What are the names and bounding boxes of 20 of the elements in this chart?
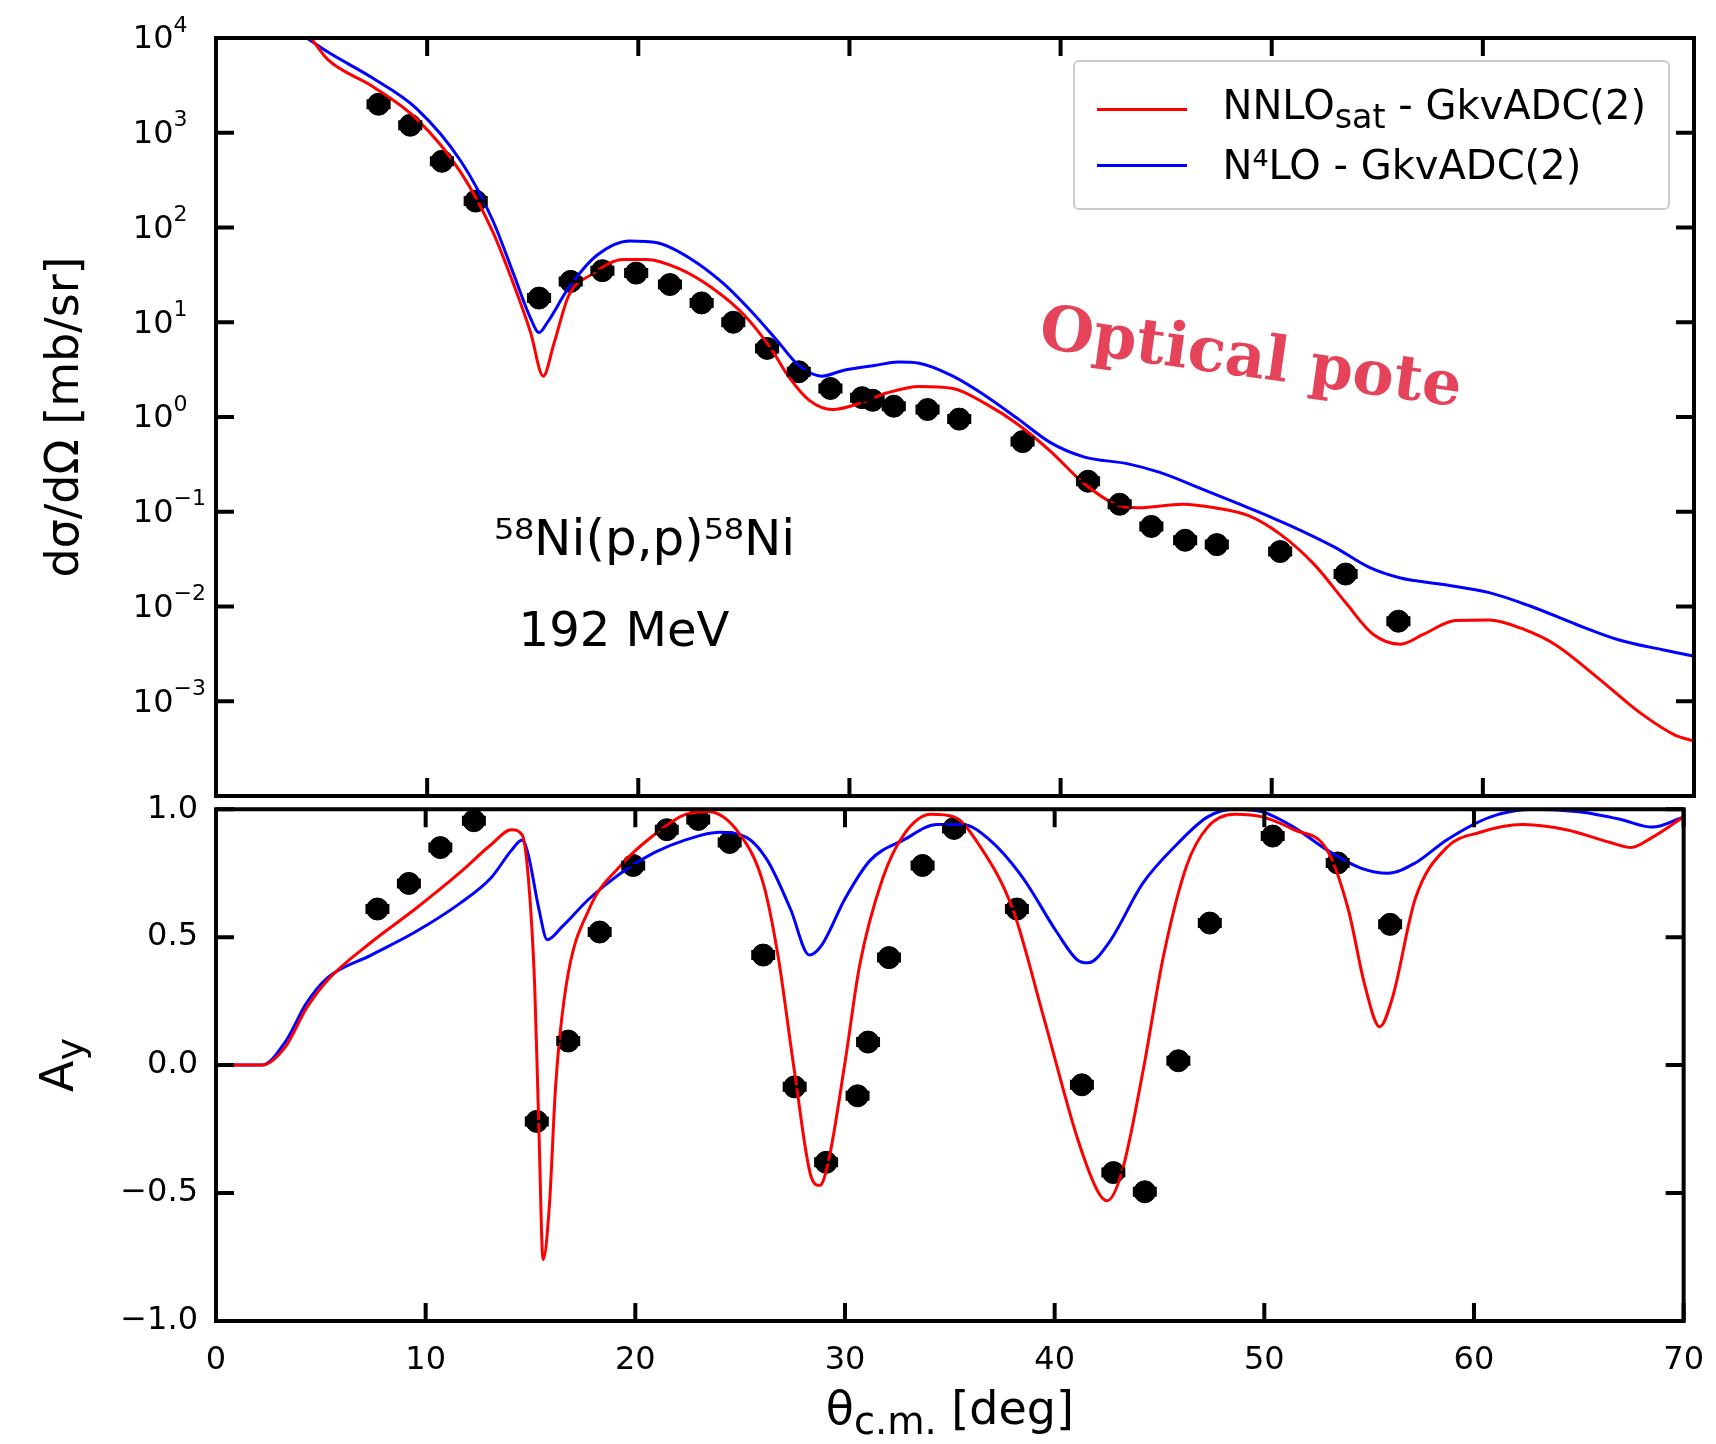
annotation: 192 MeV	[518, 601, 730, 658]
annotation: Optical pote	[1034, 290, 1467, 422]
x-tick-label: 20	[614, 1338, 656, 1377]
x-tick-label: 30	[824, 1338, 866, 1377]
x-tick-label: 60	[1453, 1338, 1495, 1377]
legend-label: NNLO$_{sat}$ - GkvADC(2)	[1222, 82, 1646, 136]
x-tick-label: 50	[1243, 1338, 1285, 1377]
x-tick-label: 10	[405, 1338, 447, 1377]
y-tick-label: −1.0	[120, 1299, 198, 1338]
legend-label: N⁴LO - GkvADC(2)	[1222, 142, 1582, 188]
y-tick-label: 0.5	[147, 915, 198, 954]
y-tick-label: 0.0	[147, 1043, 198, 1082]
y-tick-label: 1.0	[147, 787, 198, 826]
x-axis-title: θ$_{c.m.}$ [deg]	[825, 1381, 1074, 1444]
x-tick-label: 0	[205, 1338, 227, 1377]
x-tick-label: 70	[1663, 1338, 1704, 1377]
y-axis-title: dσ/dΩ [mb/sr]	[35, 256, 89, 578]
y-tick-label: −0.5	[120, 1171, 198, 1210]
x-tick-label: 40	[1034, 1338, 1076, 1377]
annotation: ⁵⁸Ni(p,p)⁵⁸Ni	[494, 509, 796, 568]
